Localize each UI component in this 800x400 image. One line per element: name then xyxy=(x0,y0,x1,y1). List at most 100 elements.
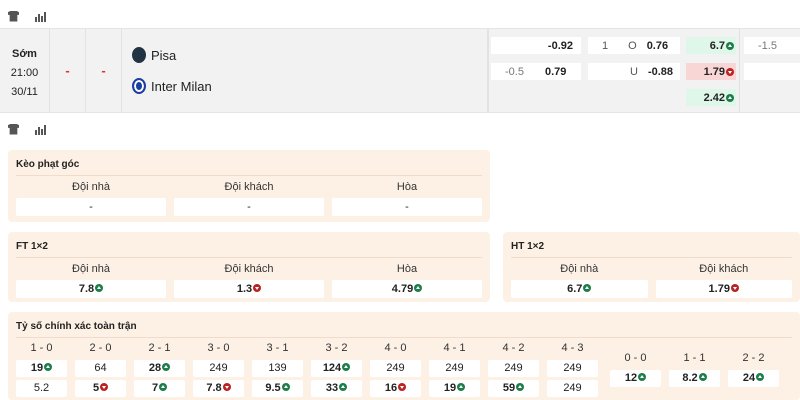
corner-odd-cell[interactable]: - xyxy=(174,198,324,216)
score-col: 3 - 2 124 33 xyxy=(311,340,362,397)
away-team[interactable]: Inter Milan xyxy=(132,78,212,94)
hdp-line: -0.5 xyxy=(491,63,581,80)
score-odd-cell[interactable]: 19 xyxy=(16,360,67,377)
score-home: - xyxy=(50,29,86,112)
draw-col: 2 - 2 24 xyxy=(728,350,779,397)
score-odd-cell[interactable]: 249 xyxy=(488,360,539,377)
up-arrow-icon xyxy=(457,383,466,391)
score-col: 4 - 0 249 16 xyxy=(370,340,421,397)
ht-odd-cell[interactable]: 6.7 xyxy=(511,280,648,298)
over-label: O xyxy=(628,39,637,52)
corner-odd-cell[interactable]: - xyxy=(16,198,166,216)
1x2-draw[interactable]: 2.42 xyxy=(686,89,736,106)
kickoff-time: 21:00 xyxy=(10,67,39,79)
score-odd-cell[interactable]: 139 xyxy=(252,360,303,377)
up-arrow-icon xyxy=(281,383,290,391)
score-label: 4 - 0 xyxy=(384,342,407,354)
odd-value: 64 xyxy=(94,362,107,374)
card-title: HT 1×2 xyxy=(511,232,792,258)
ou-under[interactable]: U -0.88 xyxy=(588,63,680,80)
score-col: 1 - 0 19 5.2 xyxy=(16,340,67,397)
odd-value: 19 xyxy=(30,362,44,374)
score-col: 2 - 1 28 7 xyxy=(134,340,185,397)
odd-value: 8.2 xyxy=(682,372,698,384)
score-label: 1 - 1 xyxy=(683,352,706,364)
match-row[interactable]: Sớm 21:00 30/11 - - Pisa Inter Milan -0.… xyxy=(0,28,800,113)
score-odd-cell[interactable]: 249 xyxy=(547,360,598,377)
away-team-name: Inter Milan xyxy=(151,78,212,94)
ou-line: 1 xyxy=(602,39,609,52)
stats-icon[interactable] xyxy=(35,124,46,135)
score-label: 2 - 0 xyxy=(89,342,112,354)
score-label: 3 - 1 xyxy=(266,342,289,354)
ht-hdp-line[interactable]: -1.5 xyxy=(744,37,800,54)
odd-value: 6.7 xyxy=(567,283,583,295)
score-odd-cell[interactable]: 16 xyxy=(370,380,421,397)
down-arrow-icon xyxy=(398,383,407,391)
score-odd-cell[interactable]: 7.8 xyxy=(193,380,244,397)
score-odd-cell[interactable]: 12 xyxy=(610,370,661,387)
stats-icon[interactable] xyxy=(35,11,46,22)
score-odd-cell[interactable]: 28 xyxy=(134,360,185,377)
ft-odd-cell[interactable]: 4.79 xyxy=(332,280,482,298)
down-arrow-icon xyxy=(100,383,109,391)
ft-odd-cell[interactable]: 7.8 xyxy=(16,280,166,298)
1x2-away[interactable]: 1.79 xyxy=(686,63,736,80)
up-arrow-icon xyxy=(95,284,104,292)
home-team[interactable]: Pisa xyxy=(132,47,176,63)
score-label: 1 - 0 xyxy=(30,342,53,354)
corner-odd-cell[interactable]: - xyxy=(332,198,482,216)
hdp-away-odd[interactable]: 0.79 xyxy=(545,65,567,78)
score-odd-cell[interactable]: 249 xyxy=(370,360,421,377)
match-status: Sớm xyxy=(12,48,37,60)
score-odd-cell[interactable]: 124 xyxy=(311,360,362,377)
draw-col: 1 - 1 8.2 xyxy=(669,350,720,397)
up-arrow-icon xyxy=(162,363,171,371)
score-odd-cell[interactable]: 249 xyxy=(547,380,598,397)
score-odd-cell[interactable]: 24 xyxy=(728,370,779,387)
score-col: 4 - 1 249 19 xyxy=(429,340,480,397)
score-label: 3 - 0 xyxy=(207,342,230,354)
score-odd-cell[interactable]: 249 xyxy=(193,360,244,377)
score-odd-cell[interactable]: 8.2 xyxy=(669,370,720,387)
pisa-crest-icon xyxy=(132,47,146,63)
score-odd-cell[interactable]: 33 xyxy=(311,380,362,397)
ou-over[interactable]: 1 O 0.76 xyxy=(588,37,680,54)
ft-odd-cell[interactable]: 1.3 xyxy=(174,280,324,298)
toolbar-top xyxy=(0,3,800,29)
jersey-icon[interactable] xyxy=(8,123,19,135)
ht-odd-cell[interactable]: 1.79 xyxy=(655,280,792,298)
odd-value: 1.79 xyxy=(703,65,725,78)
odd-value: 7.8 xyxy=(206,382,222,394)
hdp-home-odd[interactable]: -0.92 xyxy=(491,37,581,54)
score-odd-cell[interactable]: 5 xyxy=(75,380,126,397)
score-away: - xyxy=(86,29,122,112)
jersey-icon[interactable] xyxy=(8,10,19,22)
score-odd-cell[interactable]: 7 xyxy=(134,380,185,397)
inter-crest-icon xyxy=(132,78,146,94)
score-label: 3 - 2 xyxy=(325,342,348,354)
odd-value: 59 xyxy=(502,382,516,394)
up-arrow-icon xyxy=(414,284,423,292)
odd-value: 9.5 xyxy=(265,382,281,394)
odd-value: 124 xyxy=(322,362,342,374)
ft-col: Đội khách 1.3 xyxy=(174,261,324,298)
score-odd-cell[interactable]: 9.5 xyxy=(252,380,303,397)
1x2-home[interactable]: 6.7 xyxy=(686,37,736,54)
score-odd-cell[interactable]: 19 xyxy=(429,380,480,397)
score-odd-cell[interactable]: 249 xyxy=(429,360,480,377)
up-arrow-icon xyxy=(726,41,734,50)
ft-col: Hòa 4.79 xyxy=(332,261,482,298)
ht-hdp-empty[interactable] xyxy=(744,63,800,80)
ft-card: FT 1×2 Đội nhà 7.8 Đội khách 1.3 Hòa 4.79 xyxy=(8,232,490,302)
score-odd-cell[interactable]: 59 xyxy=(488,380,539,397)
odd-value: 19 xyxy=(443,382,457,394)
score-odd-cell[interactable]: 5.2 xyxy=(16,380,67,397)
score-col: 3 - 1 139 9.5 xyxy=(252,340,303,397)
down-arrow-icon xyxy=(222,383,231,391)
score-odd-cell[interactable]: 64 xyxy=(75,360,126,377)
score-col: 2 - 0 64 5 xyxy=(75,340,126,397)
odd-value: 1.79 xyxy=(708,283,730,295)
corner-col: Hòa - xyxy=(332,179,482,216)
toolbar-bottom xyxy=(0,116,800,142)
